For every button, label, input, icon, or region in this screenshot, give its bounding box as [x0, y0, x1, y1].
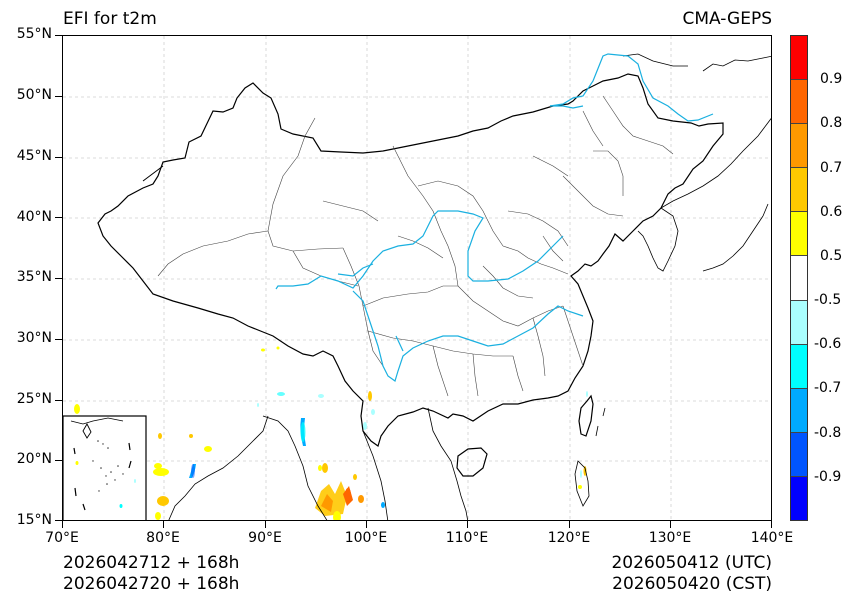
colorbar-label: -0.5	[814, 292, 842, 308]
x-tick-140e: 140°E	[750, 530, 794, 546]
colorbar-label: -0.7	[814, 380, 842, 396]
province-borders	[157, 95, 674, 397]
x-tick-mark	[265, 521, 267, 528]
valid-time-cst: 2026050420 (CST)	[612, 574, 772, 594]
y-tick-mark	[55, 217, 62, 219]
colorbar	[790, 35, 808, 521]
colorbar-label: 0.7	[820, 160, 843, 176]
efi-anomalies	[153, 346, 588, 520]
valid-time-utc: 2026050412 (UTC)	[611, 553, 772, 573]
colorbar-segment	[791, 168, 807, 213]
colorbar-segment	[791, 300, 807, 345]
y-tick-mark	[55, 400, 62, 402]
colorbar-segment	[791, 80, 807, 125]
south-china-sea-inset	[63, 404, 147, 520]
colorbar-label: -0.6	[814, 336, 842, 352]
x-tick-130e: 130°E	[648, 530, 692, 546]
colorbar-label: 0.6	[820, 204, 843, 220]
y-tick-15n: 15°N	[16, 512, 52, 528]
y-tick-20n: 20°N	[16, 451, 52, 467]
colorbar-label: -0.9	[814, 469, 842, 485]
y-tick-25n: 25°N	[16, 391, 52, 407]
hainan-island	[456, 447, 488, 477]
init-time-block: 2026042712 + 168h 2026042720 + 168h	[63, 553, 239, 595]
y-tick-50n: 50°N	[16, 87, 52, 103]
colorbar-segment	[791, 432, 807, 477]
colorbar-segment	[791, 212, 807, 257]
x-tick-mark	[569, 521, 571, 528]
init-time-utc: 2026042712 + 168h	[63, 553, 240, 573]
y-tick-55n: 55°N	[16, 26, 52, 42]
chart-title: EFI for t2m	[63, 9, 157, 29]
model-name: CMA-GEPS	[682, 9, 772, 29]
map-canvas	[63, 36, 771, 520]
colorbar-segment	[791, 388, 807, 433]
y-tick-mark	[55, 96, 62, 98]
y-tick-mark	[55, 278, 62, 280]
x-tick-120e: 120°E	[547, 530, 591, 546]
map-plot-area	[62, 35, 772, 521]
gridlines	[63, 36, 771, 520]
colorbar-label: 0.9	[820, 71, 843, 87]
colorbar-segment	[791, 344, 807, 389]
colorbar-segment	[791, 36, 807, 81]
x-tick-mark	[670, 521, 672, 528]
colorbar-segment	[791, 124, 807, 169]
x-tick-80e: 80°E	[146, 530, 180, 546]
taiwan-island	[578, 394, 594, 437]
colorbar-label: 0.5	[820, 248, 843, 264]
x-tick-mark	[771, 521, 773, 528]
x-tick-mark	[467, 521, 469, 528]
y-tick-mark	[55, 339, 62, 341]
x-tick-mark	[62, 521, 64, 528]
y-tick-mark	[55, 35, 62, 37]
colorbar-label: 0.8	[820, 115, 843, 131]
valid-time-block: 2026050412 (UTC) 2026050420 (CST)	[611, 553, 772, 595]
y-tick-mark	[55, 520, 62, 522]
y-tick-30n: 30°N	[16, 330, 52, 346]
rivers	[275, 53, 714, 382]
colorbar-label: -0.8	[814, 425, 842, 441]
x-tick-90e: 90°E	[248, 530, 282, 546]
y-tick-45n: 45°N	[16, 148, 52, 164]
y-tick-mark	[55, 460, 62, 462]
colorbar-segment	[791, 476, 807, 521]
china-border	[97, 73, 724, 447]
x-tick-mark	[366, 521, 368, 528]
y-tick-40n: 40°N	[16, 209, 52, 225]
x-tick-100e: 100°E	[344, 530, 388, 546]
colorbar-segment	[791, 256, 807, 301]
y-tick-mark	[55, 157, 62, 159]
y-tick-35n: 35°N	[16, 269, 52, 285]
x-tick-110e: 110°E	[445, 530, 489, 546]
x-tick-70e: 70°E	[45, 530, 79, 546]
x-tick-mark	[163, 521, 165, 528]
init-time-cst: 2026042720 + 168h	[63, 574, 240, 594]
